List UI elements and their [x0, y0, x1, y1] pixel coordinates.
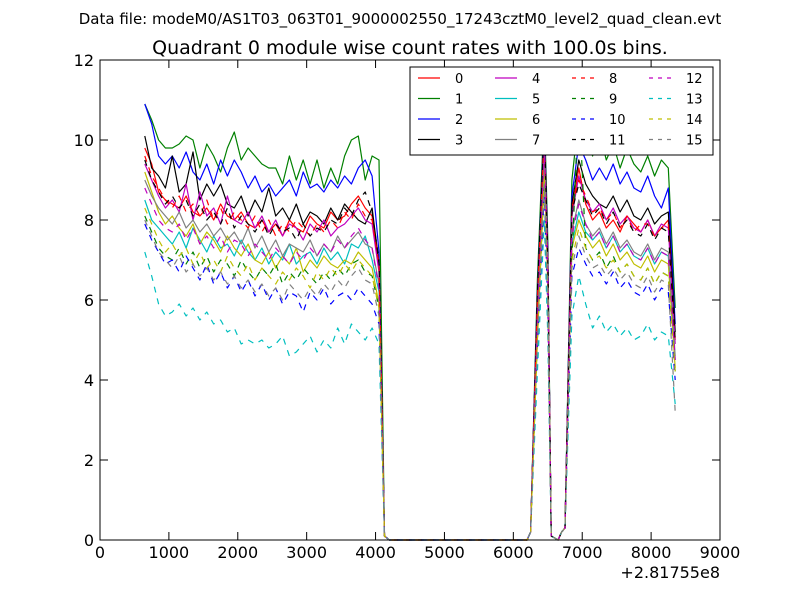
x-tick-label: 5000	[424, 543, 465, 562]
axis-ticks: 0 1000 2000 3000 4000 5000 6000 7000 8000 9000 0 2 4…	[74, 51, 741, 562]
series-line-2	[144, 103, 676, 541]
legend-label-4: 4	[532, 72, 540, 87]
series-line-0	[144, 127, 676, 541]
legend-label-1: 1	[455, 93, 463, 108]
legend-label-3: 3	[455, 134, 463, 149]
legend-label-5: 5	[532, 93, 540, 108]
legend-label-0: 0	[455, 72, 463, 87]
y-tick-label: 6	[84, 291, 94, 310]
chart-suptitle: Data file: modeM0/AS1T03_063T01_90000025…	[79, 10, 722, 29]
legend-label-2: 2	[455, 113, 463, 128]
y-tick-label: 0	[84, 531, 94, 550]
legend-label-14: 14	[686, 113, 703, 128]
legend-label-9: 9	[609, 93, 617, 108]
legend-label-7: 7	[532, 134, 540, 149]
x-tick-label: 9000	[700, 543, 741, 562]
x-tick-label: 8000	[631, 543, 672, 562]
x-tick-label: 1000	[149, 543, 190, 562]
legend-label-12: 12	[686, 72, 703, 87]
series-line-13	[144, 219, 676, 541]
series-line-14	[144, 175, 676, 541]
y-tick-label: 2	[84, 451, 94, 470]
y-tick-label: 4	[84, 371, 94, 390]
series-line-15	[144, 183, 676, 541]
x-tick-label: 0	[95, 543, 105, 562]
y-tick-label: 10	[74, 131, 94, 150]
legend-label-11: 11	[609, 134, 626, 149]
x-tick-label: 3000	[286, 543, 327, 562]
y-tick-label: 12	[74, 51, 94, 70]
legend-label-15: 15	[686, 134, 703, 149]
chart-title: Quadrant 0 module wise count rates with …	[152, 37, 668, 59]
series-line-11	[144, 123, 676, 541]
x-offset-label: +2.81755e8	[620, 563, 720, 582]
plot-area	[144, 95, 676, 541]
series-line-12	[144, 151, 676, 541]
series-line-6	[144, 167, 676, 541]
x-tick-label: 4000	[355, 543, 396, 562]
y-tick-label: 8	[84, 211, 94, 230]
legend-label-13: 13	[686, 93, 703, 108]
legend-label-10: 10	[609, 113, 626, 128]
legend-label-8: 8	[609, 72, 617, 87]
x-tick-label: 2000	[217, 543, 258, 562]
legend-label-6: 6	[532, 113, 540, 128]
series-line-9	[144, 95, 676, 541]
x-tick-label: 6000	[493, 543, 534, 562]
legend-box	[409, 66, 714, 156]
x-tick-label: 7000	[562, 543, 603, 562]
series-line-3	[144, 123, 676, 541]
